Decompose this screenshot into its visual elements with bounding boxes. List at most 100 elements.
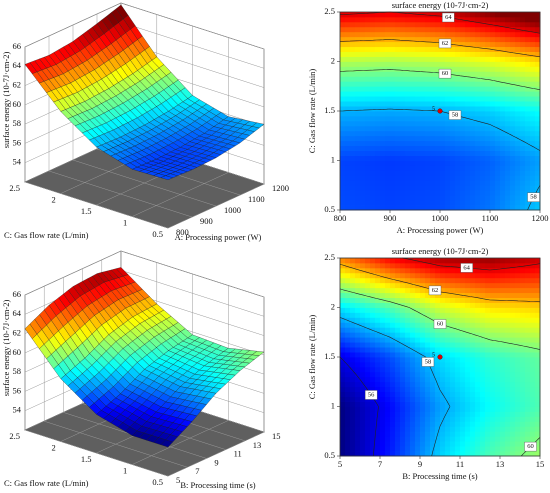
contour-cell: [450, 200, 456, 206]
contour-cell: [505, 342, 511, 348]
contour-cell: [510, 200, 516, 206]
contour-cell: [360, 421, 366, 427]
contour-cell: [420, 46, 426, 52]
contour-cell: [495, 262, 501, 269]
contour-cell: [485, 342, 491, 348]
contour-cell: [530, 81, 536, 87]
contour-cell: [365, 21, 371, 28]
contour-cell: [425, 406, 431, 412]
contour-cell: [395, 76, 401, 82]
contour-cell: [425, 258, 431, 264]
contour-cell: [450, 431, 456, 437]
contour-cell: [360, 411, 366, 417]
contour-cell: [380, 160, 386, 166]
contour-cell: [515, 61, 521, 67]
contour-cell: [340, 371, 346, 378]
contour-cell: [425, 21, 431, 28]
contour-cell: [440, 21, 446, 28]
contour-cell: [455, 96, 461, 102]
contour-cell: [340, 130, 346, 137]
contour-cell: [505, 111, 511, 117]
contour-cell: [445, 86, 451, 92]
contour-cell: [530, 96, 536, 102]
contour-cell: [340, 441, 346, 447]
contour-cell: [415, 96, 421, 102]
contour-cell: [490, 81, 496, 87]
contour-cell: [515, 312, 521, 318]
contour-cell: [515, 46, 521, 52]
contour-cell: [500, 31, 506, 38]
contour-cell: [405, 41, 411, 48]
contour-cell: [395, 31, 401, 38]
contour-cell: [420, 371, 426, 378]
contour-cell: [495, 180, 501, 186]
contour-cell: [470, 150, 476, 156]
contour-cell: [385, 175, 391, 181]
contour-cell: [490, 180, 496, 186]
contour-cell: [425, 371, 431, 378]
contour-cell: [430, 312, 436, 318]
contour-cell: [395, 436, 401, 442]
contour-cell: [395, 287, 401, 294]
contour-cell: [350, 200, 356, 206]
contour-cell: [360, 130, 366, 137]
contour-cell: [445, 361, 451, 368]
contour-cell: [465, 411, 471, 417]
contour-cell: [380, 195, 386, 201]
contour-cell: [515, 416, 521, 422]
contour-cell: [355, 140, 361, 147]
contour-cell: [415, 381, 421, 388]
contour-cell: [370, 352, 376, 358]
contour-cell: [535, 120, 541, 127]
y-axis-label: C: Gas flow rate (L/min): [307, 69, 317, 154]
contour-cell: [500, 111, 506, 117]
contour-cell: [340, 426, 346, 432]
contour-cell: [440, 125, 446, 132]
contour-cell: [515, 106, 521, 112]
contour-cell: [405, 106, 411, 112]
contour-cell: [395, 170, 401, 176]
contour-cell: [500, 135, 506, 142]
contour-cell: [490, 150, 496, 156]
contour-cell: [355, 16, 361, 23]
contour-cell: [525, 376, 531, 383]
contour-cell: [400, 292, 406, 298]
contour-cell: [425, 441, 431, 447]
contour-cell: [395, 426, 401, 432]
contour-cell: [460, 352, 466, 358]
contour-cell: [375, 267, 381, 274]
contour-cell: [405, 317, 411, 323]
contour-cell: [355, 26, 361, 33]
contour-cell: [360, 135, 366, 142]
contour-cell: [475, 150, 481, 156]
contour-cell: [405, 272, 411, 279]
contour-cell: [380, 371, 386, 378]
contour-cell: [375, 391, 381, 397]
contour-cell: [480, 86, 486, 92]
contour-cell: [420, 312, 426, 318]
contour-cell: [535, 165, 541, 171]
contour-cell: [345, 125, 351, 132]
contour-cell: [470, 41, 476, 48]
contour-cell: [465, 342, 471, 348]
contour-cell: [455, 21, 461, 28]
contour-cell: [525, 287, 531, 294]
contour-cell: [470, 361, 476, 368]
contour-cell: [505, 81, 511, 87]
contour-cell: [500, 130, 506, 137]
contour-cell: [520, 446, 526, 452]
contour-cell: [400, 381, 406, 388]
contour-cell: [480, 91, 486, 97]
contour-cell: [370, 96, 376, 102]
contour-cell: [525, 406, 531, 412]
contour-cell: [440, 258, 446, 264]
contour-cell: [405, 332, 411, 338]
contour-cell: [375, 200, 381, 206]
contour-cell: [520, 12, 526, 18]
contour-cell: [460, 170, 466, 176]
contour-cell: [375, 12, 381, 18]
contour-cell: [420, 26, 426, 33]
contour-cell: [390, 96, 396, 102]
contour-cell: [465, 175, 471, 181]
contour-cell: [455, 352, 461, 358]
